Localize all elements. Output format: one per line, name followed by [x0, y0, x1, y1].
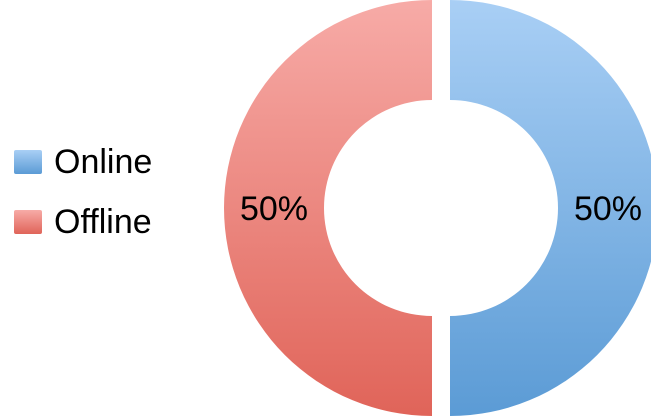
legend-item-offline: Offline: [14, 202, 152, 242]
slice-offline: [224, 0, 432, 416]
legend-swatch-offline: [14, 210, 42, 234]
slice-online: [450, 0, 651, 416]
legend-label-online: Online: [54, 143, 153, 181]
slice-label-offline: 50%: [240, 190, 308, 228]
legend: Online Offline: [14, 142, 152, 262]
slice-label-online: 50%: [574, 190, 642, 228]
legend-label-offline: Offline: [54, 203, 152, 241]
legend-swatch-online: [14, 150, 42, 174]
legend-item-online: Online: [14, 142, 152, 182]
